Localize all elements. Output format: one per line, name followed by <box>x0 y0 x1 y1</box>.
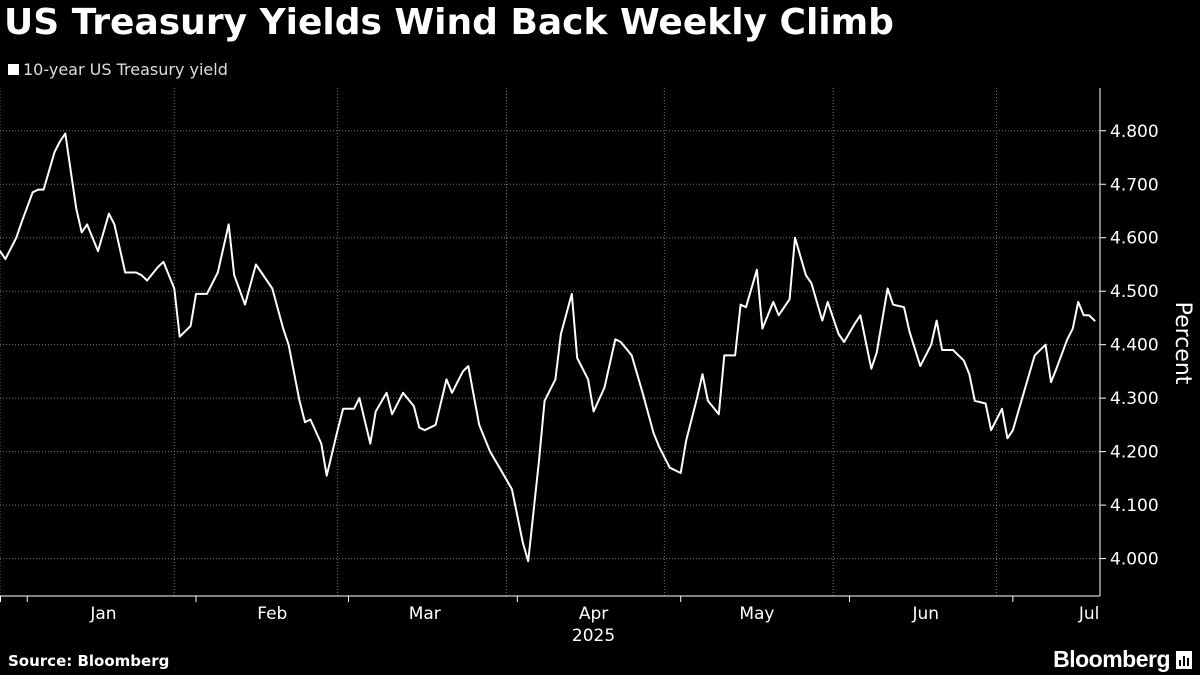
vertical-gridlines <box>0 88 998 596</box>
chart-title: US Treasury Yields Wind Back Weekly Clim… <box>4 2 894 43</box>
series-line-0 <box>0 132 1096 563</box>
y-tick-label-7: 4.700 <box>1110 175 1159 195</box>
y-tick-label-6: 4.600 <box>1110 229 1159 249</box>
logo-text: Bloomberg <box>1053 646 1170 672</box>
y-tick-labels: 4.000 4.100 4.200 4.300 4.400 4.500 4.600 4.700… <box>1100 122 1159 570</box>
axes <box>0 88 1101 602</box>
horizontal-gridlines <box>0 130 1100 560</box>
x-year-label: 2025 <box>572 626 615 646</box>
x-tick-label-apr: Apr <box>579 604 608 624</box>
source-note: Source: Bloomberg <box>8 652 170 670</box>
x-tick-label-jan: Jan <box>89 604 116 624</box>
x-tick-label-jun: Jun <box>911 604 939 624</box>
bloomberg-logo: Bloomberg <box>1053 646 1192 673</box>
x-tick-label-feb: Feb <box>257 604 287 624</box>
y-tick-label-1: 4.100 <box>1110 496 1159 516</box>
y-tick-label-5: 4.500 <box>1110 282 1159 302</box>
x-tick-label-mar: Mar <box>409 604 441 624</box>
legend: 10-year US Treasury yield <box>8 60 228 79</box>
legend-label: 10-year US Treasury yield <box>23 60 228 79</box>
legend-swatch <box>8 64 19 75</box>
series-group <box>0 132 1096 563</box>
bloomberg-terminal-icon <box>1176 650 1192 669</box>
y-tick-label-4: 4.400 <box>1110 336 1159 356</box>
x-tick-label-may: May <box>739 604 774 624</box>
y-tick-label-3: 4.300 <box>1110 389 1159 409</box>
y-tick-label-8: 4.800 <box>1110 122 1159 142</box>
x-tick-label-jul: Jul <box>1078 604 1100 624</box>
x-tick-labels: Jan Feb Mar Apr May Jun Jul 2025 <box>89 604 1099 646</box>
y-tick-label-2: 4.200 <box>1110 443 1159 463</box>
y-tick-label-0: 4.000 <box>1110 550 1159 570</box>
y-axis-label: Percent <box>1170 302 1195 385</box>
